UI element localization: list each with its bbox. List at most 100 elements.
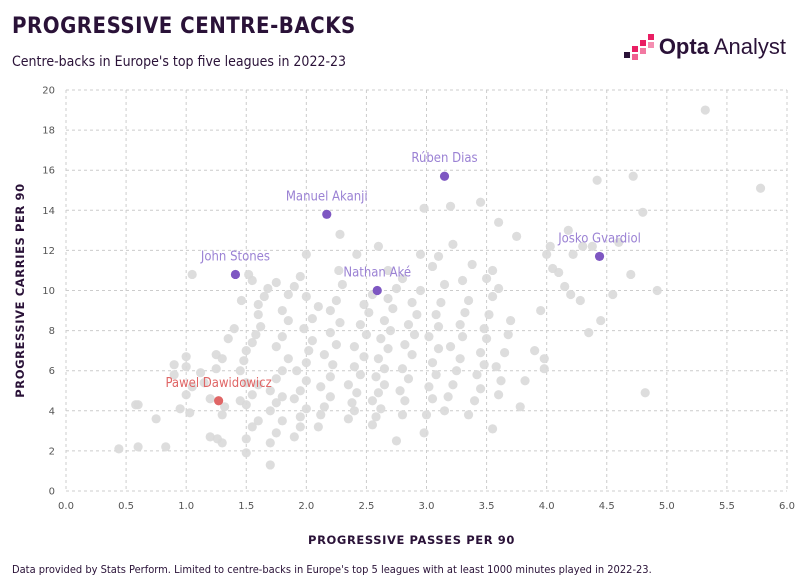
player-point — [608, 289, 618, 300]
player-point — [506, 315, 516, 326]
player-point — [253, 299, 263, 310]
player-point — [385, 326, 396, 336]
player-point — [256, 321, 266, 332]
player-point — [568, 249, 578, 260]
player-point — [271, 277, 281, 288]
player-point — [640, 388, 650, 398]
player-point — [355, 370, 366, 380]
player-point — [395, 386, 405, 396]
x-tick-label: 4.5 — [599, 501, 615, 512]
player-point — [475, 384, 486, 394]
player-point — [409, 330, 420, 340]
player-point — [407, 350, 417, 360]
player-point — [427, 261, 438, 272]
player-point — [383, 265, 393, 276]
player-point — [151, 414, 161, 424]
player-point — [700, 105, 710, 115]
logo-word-analyst: Analyst — [713, 34, 786, 59]
player-point — [448, 380, 458, 390]
logo-word-opta: Opta — [658, 34, 709, 59]
player-point — [388, 303, 398, 314]
highlighted-player-label: Rúben Dias — [411, 151, 477, 166]
player-point — [355, 319, 366, 330]
player-point — [626, 269, 636, 280]
highlighted-player-point — [594, 251, 605, 262]
player-point — [253, 309, 263, 320]
x-axis-title: PROGRESSIVE PASSES PER 90 — [308, 533, 515, 547]
y-axis-title: PROGRESSIVE CARRIES PER 90 — [13, 183, 27, 398]
player-point — [415, 285, 426, 296]
player-point — [431, 370, 441, 380]
player-point — [397, 364, 408, 374]
player-point — [436, 297, 446, 308]
player-point — [131, 400, 141, 410]
player-point — [487, 265, 498, 276]
player-point — [415, 249, 426, 260]
player-point — [169, 360, 179, 370]
player-point — [359, 299, 369, 310]
player-point — [235, 366, 245, 376]
player-point — [479, 323, 489, 334]
player-point — [235, 396, 245, 406]
player-point — [241, 448, 251, 458]
footer-note: Data provided by Stats Perform. Limited … — [12, 563, 652, 576]
player-point — [457, 275, 468, 286]
x-tick-label: 1.5 — [238, 501, 254, 512]
player-point — [400, 340, 410, 350]
player-point — [469, 396, 480, 406]
player-point — [439, 279, 450, 290]
y-tick-label: 2 — [49, 446, 55, 457]
player-point — [563, 225, 573, 235]
player-point — [421, 410, 432, 420]
x-tick-label: 1.0 — [178, 501, 194, 512]
x-tick-label: 0.5 — [118, 501, 134, 512]
player-point — [301, 249, 311, 260]
player-point — [316, 382, 326, 392]
player-point — [431, 309, 441, 320]
player-point — [379, 364, 390, 374]
player-point — [391, 436, 402, 446]
player-point — [331, 295, 341, 306]
y-tick-label: 0 — [49, 487, 55, 498]
player-point — [247, 275, 257, 286]
player-point — [457, 332, 468, 342]
player-point — [578, 241, 588, 251]
highlighted-player-label: Nathan Aké — [343, 266, 411, 281]
player-point — [443, 392, 453, 402]
player-point — [316, 410, 326, 420]
player-point — [755, 183, 766, 193]
player-point — [337, 279, 347, 290]
player-point — [251, 330, 261, 340]
player-point — [295, 386, 305, 396]
y-tick-label: 6 — [49, 366, 55, 377]
player-point — [205, 432, 215, 442]
player-point — [229, 323, 239, 334]
highlighted-player-point — [372, 285, 382, 296]
highlighted-player-point — [214, 396, 224, 406]
player-point — [277, 332, 287, 342]
player-point — [253, 380, 263, 390]
player-point — [391, 283, 402, 294]
player-point — [512, 231, 522, 241]
player-point — [479, 360, 489, 370]
player-point — [475, 197, 486, 207]
player-point — [481, 273, 492, 284]
player-point — [283, 289, 293, 300]
player-point — [325, 328, 335, 338]
player-point — [325, 372, 335, 382]
player-point — [349, 362, 359, 372]
player-point — [397, 410, 408, 420]
player-point — [484, 309, 494, 320]
player-point — [491, 362, 501, 372]
player-point — [371, 412, 381, 422]
player-point — [335, 317, 345, 328]
player-point — [289, 281, 299, 292]
player-point — [307, 336, 317, 346]
player-point — [407, 297, 417, 308]
player-point — [307, 313, 317, 324]
player-point — [319, 402, 329, 412]
y-tick-label: 20 — [42, 86, 55, 97]
player-point — [304, 346, 314, 356]
player-point — [424, 332, 434, 342]
player-point — [487, 291, 498, 302]
